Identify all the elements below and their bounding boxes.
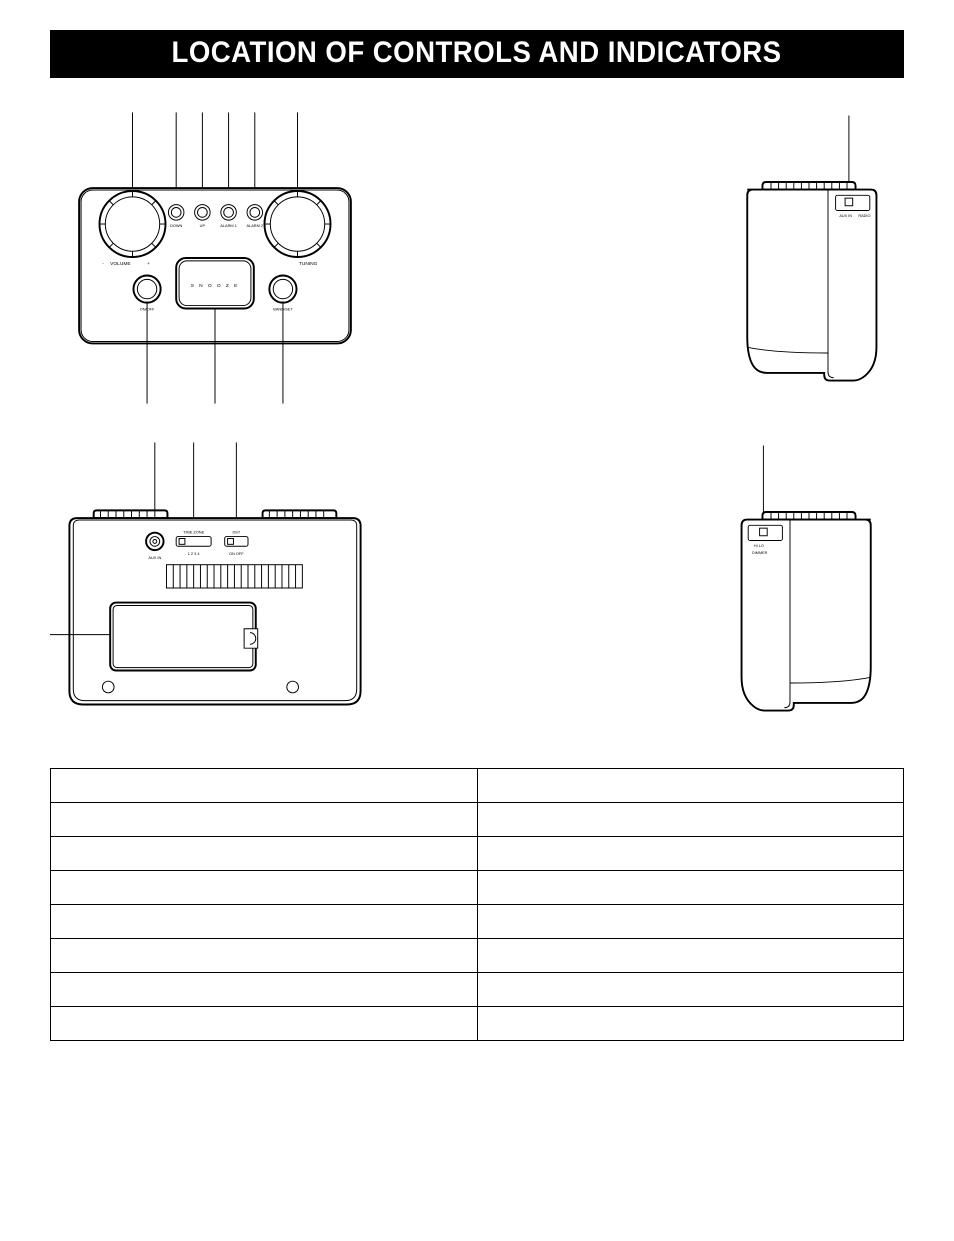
table-cell [477,905,904,939]
tuning-text-label: TUNING [299,261,318,267]
table-row [51,1007,904,1041]
controls-table [50,768,904,1041]
down-label: DOWN [170,223,182,228]
table-cell [477,871,904,905]
volume-text-label: VOLUME [110,261,131,267]
left-side-view-diagram: HI LO DIMMER [714,438,904,738]
up-label: UP [200,223,206,228]
onoff-button [133,275,160,302]
table-cell [51,803,478,837]
top-view-diagram: - VOLUME + TUNING DOWN UP ALARM 1 [50,108,380,408]
auxin-back-label: AUX IN [148,555,161,560]
snooze-label: S N O O Z E [191,283,240,289]
volume-knob [100,191,166,257]
table-row [51,905,904,939]
bandset-button [269,275,296,302]
table-cell [51,973,478,1007]
table-cell [477,939,904,973]
table-cell [477,1007,904,1041]
right-side-view-diagram: AUX IN RADIO [714,108,904,408]
table-cell [51,871,478,905]
alarm1-label: ALARM 1 [220,223,237,228]
table-row [51,939,904,973]
table-cell [51,939,478,973]
table-cell [477,837,904,871]
volume-plus-label: + [147,262,150,267]
dst-onoff-label: ON OFF [229,551,244,556]
back-view-diagram: AUX IN TIME ZONE 1 2 3 4 DST ON OFF [50,438,380,738]
table-cell [51,1007,478,1041]
hilo-label: HI LO [754,544,764,548]
dst-label: DST [232,530,240,535]
table-row [51,837,904,871]
table-cell [51,905,478,939]
timezone-nums-label: 1 2 3 4 [188,551,201,556]
table-cell [51,837,478,871]
alarm2-label: ALARM 2 [246,223,263,228]
table-cell [477,973,904,1007]
table-cell [51,769,478,803]
table-cell [477,769,904,803]
dimmer-label: DIMMER [752,551,768,555]
table-row [51,769,904,803]
timezone-label: TIME ZONE [183,530,205,535]
page-title-bar: LOCATION OF CONTROLS AND INDICATORS [50,30,904,78]
radio-side-label: RADIO [858,214,870,218]
table-row [51,803,904,837]
tuning-knob [265,191,331,257]
table-row [51,871,904,905]
table-row [51,973,904,1007]
table-cell [477,803,904,837]
auxin-side-label: AUX IN [839,214,852,218]
page-title: LOCATION OF CONTROLS AND INDICATORS [172,36,782,70]
